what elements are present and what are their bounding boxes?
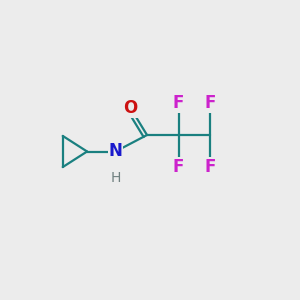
Text: N: N — [109, 142, 122, 160]
Text: F: F — [204, 158, 216, 175]
Text: O: O — [123, 99, 138, 117]
Text: F: F — [173, 94, 184, 112]
Text: F: F — [173, 158, 184, 175]
Text: H: H — [110, 172, 121, 185]
Text: F: F — [204, 94, 216, 112]
